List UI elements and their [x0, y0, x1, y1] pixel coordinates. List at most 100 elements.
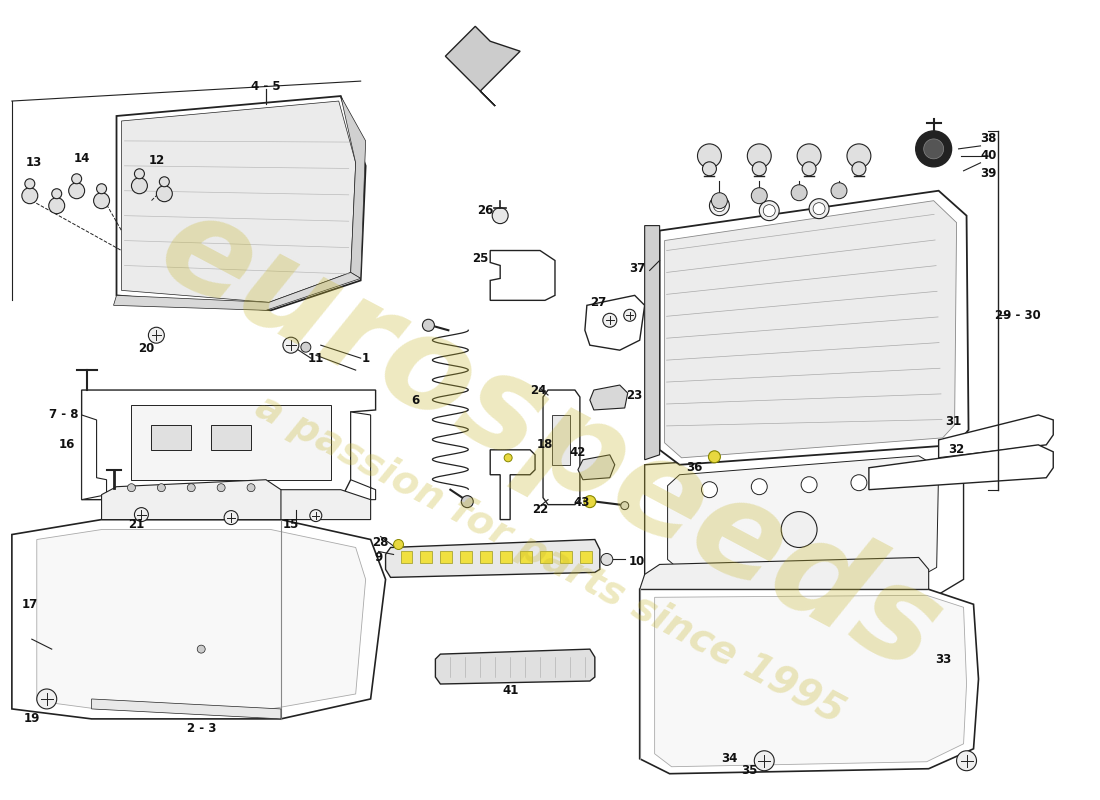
- Circle shape: [72, 174, 81, 184]
- Polygon shape: [81, 415, 107, 500]
- Circle shape: [52, 189, 62, 198]
- Polygon shape: [436, 649, 595, 684]
- Polygon shape: [113, 273, 361, 310]
- Circle shape: [68, 182, 85, 198]
- Polygon shape: [491, 450, 535, 519]
- Circle shape: [751, 188, 767, 204]
- Circle shape: [703, 162, 716, 176]
- Polygon shape: [640, 558, 928, 590]
- Circle shape: [160, 177, 169, 186]
- Polygon shape: [668, 456, 938, 578]
- Circle shape: [712, 193, 727, 209]
- Text: 9: 9: [374, 551, 383, 564]
- Circle shape: [301, 342, 311, 352]
- Text: 21: 21: [129, 518, 144, 531]
- Polygon shape: [938, 415, 1053, 458]
- Text: 16: 16: [58, 438, 75, 451]
- Circle shape: [394, 539, 404, 550]
- Text: 20: 20: [139, 342, 154, 354]
- Circle shape: [620, 502, 629, 510]
- Polygon shape: [645, 226, 660, 460]
- Circle shape: [217, 484, 226, 492]
- Text: 43: 43: [574, 496, 590, 509]
- Text: 41: 41: [502, 685, 518, 698]
- Polygon shape: [81, 390, 375, 500]
- Polygon shape: [101, 480, 280, 519]
- Text: 32: 32: [948, 443, 965, 456]
- Circle shape: [197, 645, 206, 653]
- Bar: [211, 425, 251, 450]
- Circle shape: [801, 477, 817, 493]
- Polygon shape: [660, 190, 968, 465]
- Circle shape: [224, 510, 238, 525]
- Circle shape: [708, 451, 720, 462]
- Bar: [400, 551, 412, 563]
- Polygon shape: [132, 405, 331, 480]
- Text: 24: 24: [530, 383, 547, 397]
- Polygon shape: [585, 295, 645, 350]
- Text: eurospeeds: eurospeeds: [139, 181, 961, 699]
- Text: 11: 11: [308, 352, 323, 365]
- Polygon shape: [590, 385, 628, 410]
- Circle shape: [697, 144, 722, 168]
- Text: 39: 39: [980, 167, 997, 180]
- Circle shape: [759, 201, 779, 221]
- Polygon shape: [121, 101, 355, 302]
- Bar: [152, 425, 191, 450]
- Polygon shape: [91, 699, 280, 719]
- Circle shape: [36, 689, 57, 709]
- Polygon shape: [386, 539, 600, 578]
- Circle shape: [48, 198, 65, 214]
- Circle shape: [755, 750, 774, 770]
- Text: 22: 22: [532, 503, 548, 516]
- Polygon shape: [578, 455, 615, 480]
- Text: 14: 14: [74, 152, 90, 166]
- Circle shape: [584, 496, 596, 508]
- Polygon shape: [640, 590, 979, 774]
- Circle shape: [751, 478, 767, 494]
- Circle shape: [94, 193, 110, 209]
- Bar: [460, 551, 472, 563]
- Circle shape: [830, 182, 847, 198]
- Text: 10: 10: [628, 555, 645, 568]
- Polygon shape: [12, 519, 386, 719]
- Text: 42: 42: [570, 446, 586, 459]
- Bar: [500, 551, 513, 563]
- Bar: [440, 551, 452, 563]
- Text: 12: 12: [148, 154, 165, 167]
- Bar: [580, 551, 592, 563]
- Text: 7 - 8: 7 - 8: [48, 409, 78, 422]
- Text: 19: 19: [23, 712, 40, 726]
- Circle shape: [422, 319, 435, 331]
- Text: 40: 40: [980, 150, 997, 162]
- Polygon shape: [491, 250, 556, 300]
- Circle shape: [810, 198, 829, 218]
- Circle shape: [492, 208, 508, 224]
- Polygon shape: [132, 490, 371, 519]
- Circle shape: [847, 144, 871, 168]
- Circle shape: [134, 508, 148, 522]
- Text: 35: 35: [741, 764, 758, 778]
- Polygon shape: [869, 445, 1053, 490]
- Text: 34: 34: [722, 752, 738, 766]
- Circle shape: [752, 162, 767, 176]
- Bar: [420, 551, 432, 563]
- Text: 25: 25: [472, 252, 488, 265]
- Circle shape: [248, 484, 255, 492]
- Text: 28: 28: [373, 536, 388, 549]
- Circle shape: [148, 327, 164, 343]
- Text: 33: 33: [935, 653, 952, 666]
- Circle shape: [310, 510, 322, 522]
- Circle shape: [603, 314, 617, 327]
- Circle shape: [504, 454, 513, 462]
- Circle shape: [710, 196, 729, 216]
- Text: 4 - 5: 4 - 5: [251, 79, 280, 93]
- Circle shape: [187, 484, 195, 492]
- Circle shape: [283, 338, 299, 353]
- Circle shape: [747, 144, 771, 168]
- Circle shape: [97, 184, 107, 194]
- Circle shape: [22, 188, 37, 204]
- Text: 2 - 3: 2 - 3: [187, 722, 216, 735]
- Circle shape: [798, 144, 821, 168]
- Polygon shape: [341, 96, 365, 278]
